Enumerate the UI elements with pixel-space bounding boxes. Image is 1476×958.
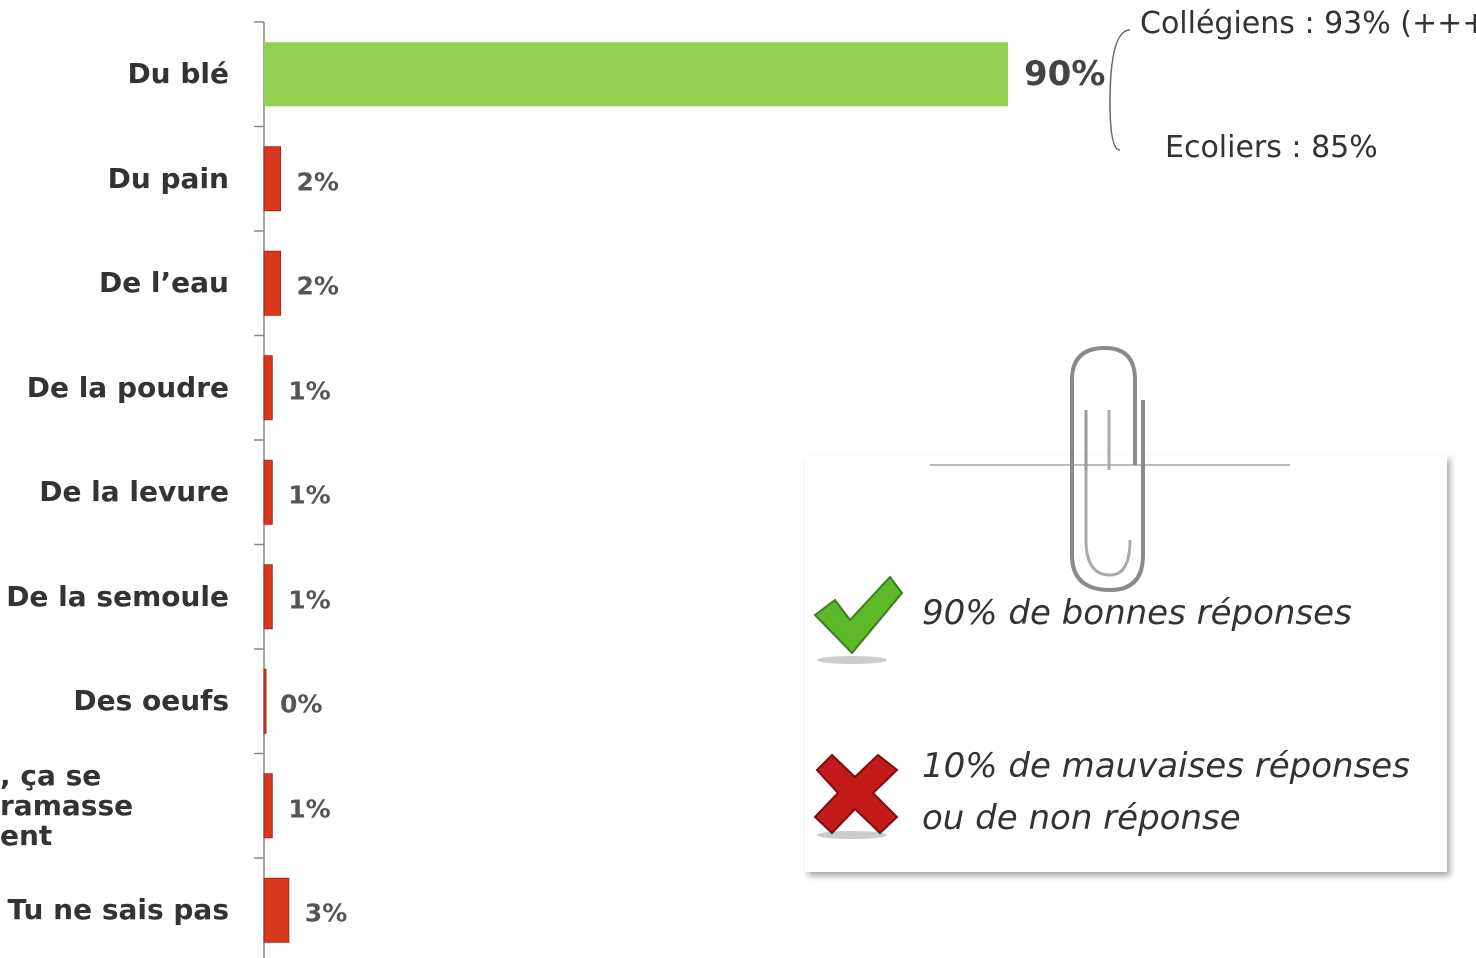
cross-icon xyxy=(813,753,899,835)
check-icon xyxy=(813,575,904,655)
shadow xyxy=(817,656,887,664)
category-label: De la levure xyxy=(39,475,229,509)
bar xyxy=(263,146,282,212)
bar xyxy=(263,773,273,839)
category-label: , ça se ramasse ent xyxy=(0,758,134,852)
category-label: De la poudre xyxy=(26,370,229,404)
category-label: Du blé xyxy=(127,57,229,91)
shadow xyxy=(817,831,887,839)
category-label: De l’eau xyxy=(98,266,229,300)
category-label: Des oeufs xyxy=(73,684,229,718)
bar xyxy=(263,564,273,630)
value-label: 2% xyxy=(296,167,339,197)
value-label: 1% xyxy=(288,794,331,824)
bar xyxy=(263,668,267,734)
good-text: 90% de bonnes réponses xyxy=(922,593,1352,633)
value-label: 1% xyxy=(288,585,331,615)
category-label: Du pain xyxy=(107,161,229,195)
category-label: Tu ne sais pas xyxy=(7,893,229,927)
value-label: 3% xyxy=(304,898,348,928)
bar xyxy=(264,42,1008,107)
category-label: De la semoule xyxy=(6,579,229,613)
bar xyxy=(263,459,273,525)
icons xyxy=(813,575,904,839)
annotation: Collégiens : 93% (+++) xyxy=(1140,6,1476,41)
bar xyxy=(263,355,273,421)
value-label: 90% xyxy=(1024,54,1106,95)
value-label: 1% xyxy=(288,376,331,406)
value-label: 2% xyxy=(296,271,339,301)
note-card: 90% de bonnes réponses 10% de mauvaises … xyxy=(805,455,1447,872)
value-label: 0% xyxy=(280,689,323,719)
value-label: 1% xyxy=(288,480,331,510)
bad-text: 10% de mauvaises réponses ou de non répo… xyxy=(922,746,1410,838)
bar xyxy=(263,877,290,943)
annotation: Ecoliers : 85% xyxy=(1165,130,1378,165)
bar xyxy=(263,250,282,316)
